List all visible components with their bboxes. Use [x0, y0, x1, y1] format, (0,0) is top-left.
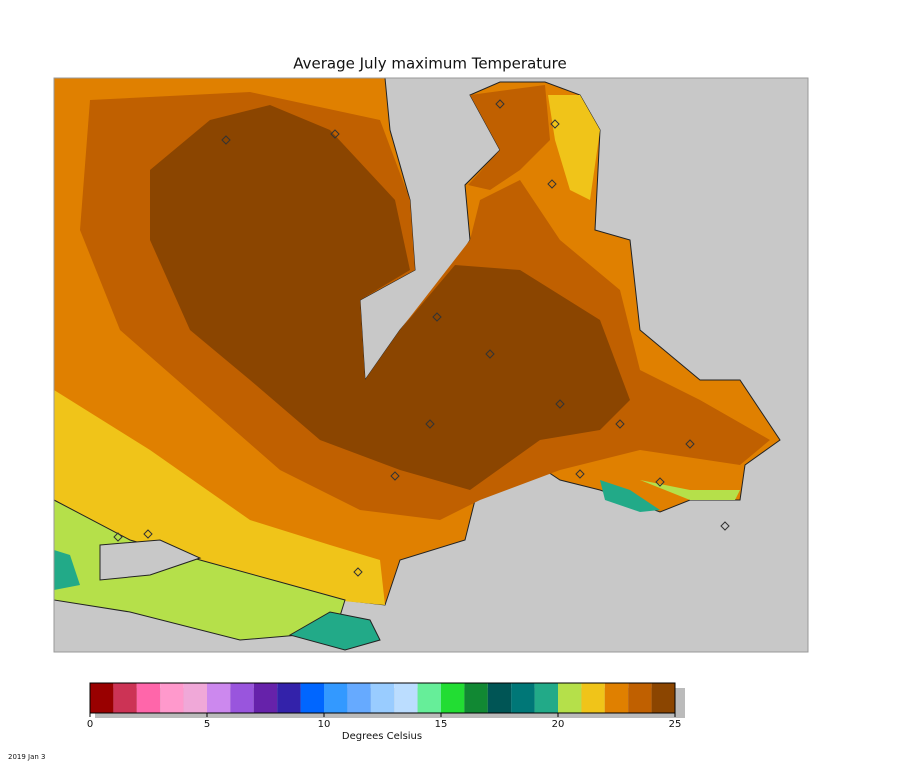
- land-zone: [468, 85, 550, 190]
- colorbar-swatch: [277, 683, 301, 713]
- colorbar: 0 5 10 15 20 25: [87, 682, 685, 730]
- colorbar-swatch: [558, 683, 582, 713]
- land-zone: [640, 480, 740, 500]
- colorbar-swatch: [417, 683, 441, 713]
- colorbar-label: Degrees Celsius: [342, 731, 422, 742]
- colorbar-tick-label: 5: [204, 719, 210, 730]
- colorbar-swatch: [534, 683, 558, 713]
- colorbar-tick-label: 0: [87, 719, 93, 730]
- land-zone: [288, 611, 381, 651]
- colorbar-swatch: [370, 683, 395, 713]
- colorbar-swatch: [90, 683, 114, 713]
- land-zone: [54, 550, 80, 590]
- colorbar-swatch: [160, 683, 184, 713]
- land-zone: [150, 105, 630, 490]
- colorbar-swatch: [207, 683, 231, 713]
- land-zone: [548, 95, 600, 200]
- map: [53, 77, 809, 653]
- colorbar-swatch: [511, 683, 535, 713]
- colorbar-swatch: [394, 683, 418, 713]
- colorbar-tick-label: 20: [552, 719, 565, 730]
- colorbar-tick-label: 15: [435, 719, 448, 730]
- colorbar-swatch: [581, 683, 605, 713]
- colorbar-swatch: [464, 683, 488, 713]
- map-frame: [53, 77, 809, 653]
- map-title: Average July maximum Temperature: [293, 55, 566, 73]
- date-stamp: 2019 Jan 3: [8, 753, 46, 761]
- stations: [113, 99, 730, 577]
- colorbar-swatch: [300, 683, 324, 713]
- inlet: [99, 539, 202, 581]
- colorbar-swatch: [324, 683, 348, 713]
- colorbar-swatch: [253, 683, 278, 713]
- colorbar-border: [89, 682, 676, 714]
- colorbar-swatch: [487, 683, 512, 713]
- colorbar-tick-label: 25: [669, 719, 682, 730]
- colorbar-swatch: [441, 683, 465, 713]
- colorbar-swatch: [136, 683, 161, 713]
- colorbar-swatch: [230, 683, 254, 713]
- land-zone: [600, 480, 660, 512]
- colorbar-swatch: [183, 683, 207, 713]
- colorbar-swatch: [628, 683, 652, 713]
- colorbar-swatch: [347, 683, 371, 713]
- colorbar-swatch: [604, 683, 629, 713]
- colorbar-swatch: [651, 683, 675, 713]
- colorbar-swatch: [113, 683, 137, 713]
- colorbar-tick-label: 10: [318, 719, 331, 730]
